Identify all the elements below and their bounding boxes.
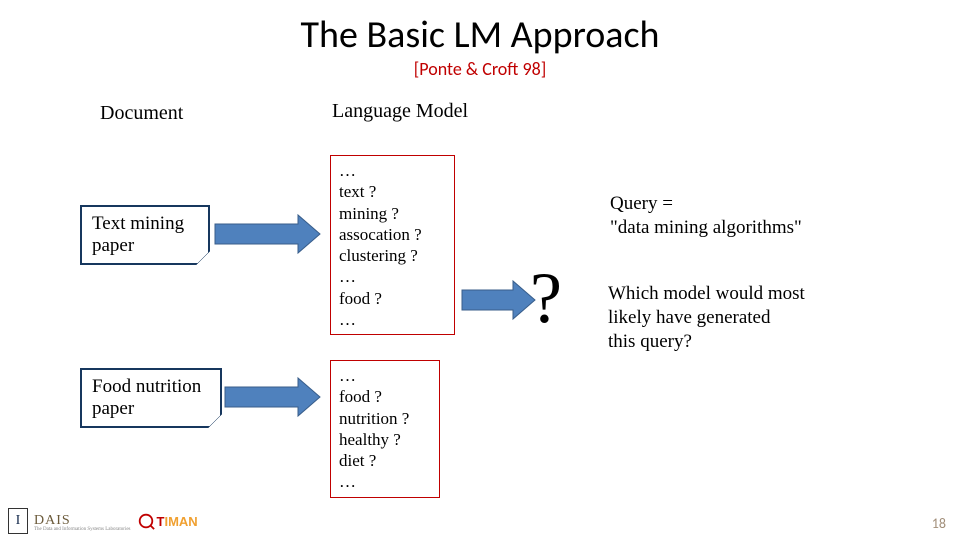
query-text: Query = "data mining algorithms" <box>610 192 802 240</box>
lm1-line: … <box>339 266 446 287</box>
question-line2: likely have generated <box>608 307 770 328</box>
arrow-doc1-to-lm1 <box>195 214 340 254</box>
lm1-line: … <box>339 160 446 181</box>
question-mark: ? <box>530 257 562 340</box>
lm1-line: mining ? <box>339 203 446 224</box>
dais-logo-text: DAIS <box>34 513 71 528</box>
page-number: 18 <box>932 515 946 532</box>
timan-logo: TIMAN <box>137 512 198 530</box>
timan-rest: IMAN <box>164 514 197 529</box>
query-line1: Query = <box>610 193 673 214</box>
lm1-line: … <box>339 309 446 330</box>
doc2-line1: Food nutrition <box>92 376 201 397</box>
footer-logos: I DAIS The Data and Information Systems … <box>8 508 198 534</box>
dais-logo-subtext: The Data and Information Systems Laborat… <box>34 527 131 532</box>
illinois-logo-icon: I <box>8 508 28 534</box>
doc1-line1: Text mining <box>92 213 184 234</box>
lm1-line: food ? <box>339 288 446 309</box>
lm1-line: assocation ? <box>339 224 446 245</box>
lm2-line: diet ? <box>339 450 431 471</box>
arrow-doc2-to-lm2 <box>205 377 340 417</box>
question-text: Which model would most likely have gener… <box>608 282 805 353</box>
lm2-line: food ? <box>339 386 431 407</box>
question-line1: Which model would most <box>608 283 805 304</box>
query-line2: "data mining algorithms" <box>610 217 802 238</box>
lm1-line: clustering ? <box>339 245 446 266</box>
timan-logo-text: TIMAN <box>157 514 198 529</box>
document-box-food-nutrition: Food nutrition paper <box>80 368 222 428</box>
lm1-line: text ? <box>339 181 446 202</box>
slide-subtitle: [Ponte & Croft 98] <box>0 58 960 80</box>
timan-logo-icon <box>137 512 155 530</box>
slide-title: The Basic LM Approach <box>0 12 960 58</box>
lm-box-2: …food ?nutrition ?healthy ?diet ?… <box>330 360 440 498</box>
document-box-text-mining: Text mining paper <box>80 205 210 265</box>
lm2-line: … <box>339 365 431 386</box>
dais-logo: DAIS The Data and Information Systems La… <box>34 511 131 532</box>
lm2-line: … <box>339 471 431 492</box>
lm2-line: nutrition ? <box>339 408 431 429</box>
column-label-document: Document <box>100 102 183 125</box>
column-label-language-model: Language Model <box>332 100 468 123</box>
question-line3: this query? <box>608 331 692 352</box>
doc2-line2: paper <box>92 398 134 419</box>
lm-box-1: …text ?mining ?assocation ?clustering ?…… <box>330 155 455 335</box>
lm2-line: healthy ? <box>339 429 431 450</box>
doc1-line2: paper <box>92 235 134 256</box>
